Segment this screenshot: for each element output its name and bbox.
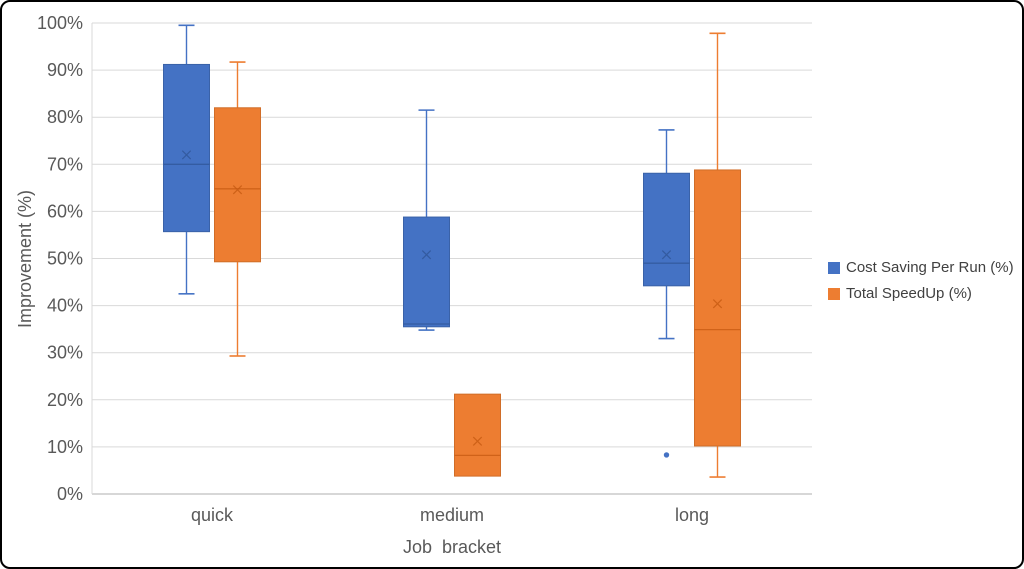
y-tick-label: 40% (47, 296, 83, 316)
box (454, 393, 501, 477)
legend-label-total-speedup: Total SpeedUp (%) (846, 285, 972, 302)
outlier-point (663, 452, 670, 458)
x-category-label: medium (420, 505, 484, 525)
mean-marker (181, 150, 192, 160)
x-axis-title: Job bracket (402, 537, 502, 557)
y-tick-label: 50% (47, 249, 83, 269)
x-category-label: quick (191, 505, 234, 525)
y-tick-label: 80% (47, 107, 83, 127)
legend-swatch-cost-saving (828, 261, 840, 274)
legend-swatch-total-speedup (828, 287, 840, 300)
box (163, 63, 210, 233)
legend-item-total-speedup: Total SpeedUp (%) (828, 283, 1014, 304)
mean-marker (661, 250, 672, 260)
y-tick-label: 30% (47, 343, 83, 363)
legend: Cost Saving Per Run (%) Total SpeedUp (%… (828, 257, 1014, 304)
box (643, 172, 690, 287)
x-category-label: long (675, 505, 709, 525)
legend-item-cost-saving: Cost Saving Per Run (%) (828, 257, 1014, 278)
y-axis-title: Improvement (%) (15, 189, 35, 329)
box (214, 107, 261, 263)
mean-marker (232, 185, 243, 195)
box (694, 169, 741, 447)
box (403, 216, 450, 328)
mean-marker (421, 250, 432, 260)
y-tick-label: 90% (47, 60, 83, 80)
legend-label-cost-saving: Cost Saving Per Run (%) (846, 259, 1014, 276)
y-tick-label: 70% (47, 154, 83, 174)
mean-marker (712, 299, 723, 309)
y-tick-label: 60% (47, 201, 83, 221)
mean-marker (472, 436, 483, 446)
y-tick-label: 0% (57, 484, 83, 504)
y-tick-label: 10% (47, 437, 83, 457)
y-tick-label: 100% (37, 13, 83, 33)
y-tick-label: 20% (47, 390, 83, 410)
